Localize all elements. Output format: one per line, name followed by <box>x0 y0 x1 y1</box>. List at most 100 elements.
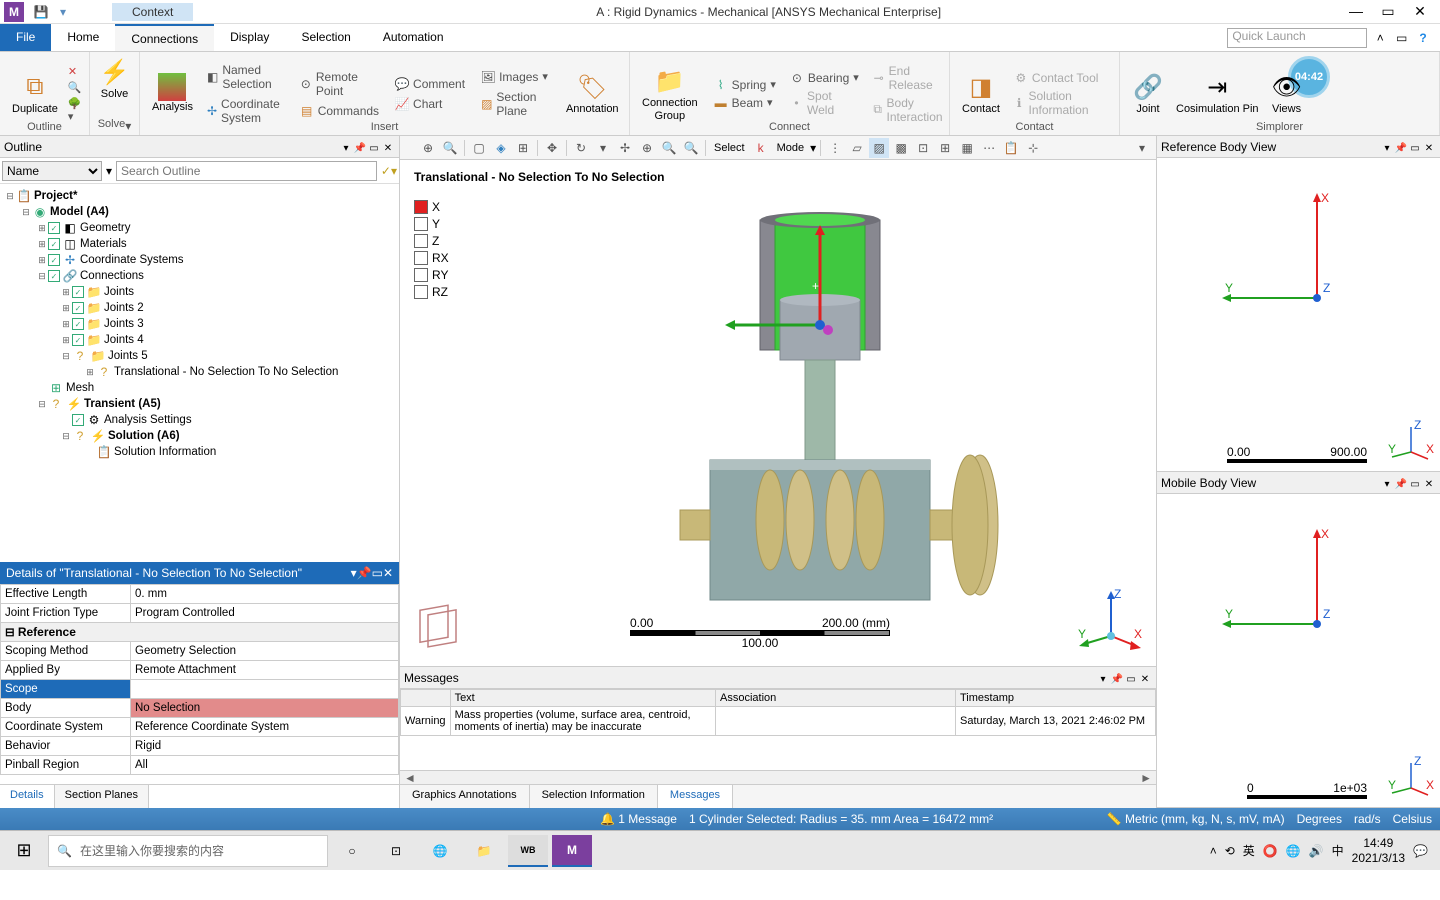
taskbar-search[interactable]: 🔍在这里输入你要搜索的内容 <box>48 835 328 867</box>
select-mode-icon[interactable]: k <box>751 138 771 158</box>
msg-type[interactable]: Warning <box>401 707 451 736</box>
col-association[interactable]: Association <box>716 690 956 707</box>
tab-selection-info[interactable]: Selection Information <box>530 785 658 808</box>
tree-geometry[interactable]: Geometry <box>80 222 131 234</box>
status-units[interactable]: 📏 Metric (mm, kg, N, s, mV, mA) <box>1107 812 1285 826</box>
close-button[interactable]: ✕ <box>1408 3 1432 20</box>
tree-joints3[interactable]: Joints 3 <box>104 318 144 330</box>
tree-materials[interactable]: Materials <box>80 238 127 250</box>
refview-restore-icon[interactable]: ▭ <box>1408 143 1422 154</box>
refview-triad[interactable]: Z Y X <box>1386 417 1436 467</box>
chart-button[interactable]: 📈Chart <box>391 96 469 112</box>
tab-graphics-annotations[interactable]: Graphics Annotations <box>400 785 530 808</box>
more-icon[interactable]: ⋯ <box>979 138 999 158</box>
ribbon-options-icon[interactable]: ▭ <box>1393 31 1411 45</box>
bearing-button[interactable]: ⊙Bearing▾ <box>786 70 863 86</box>
pan-icon[interactable]: ✥ <box>542 138 562 158</box>
check-icon[interactable]: ✓ <box>72 414 84 426</box>
details-panel[interactable]: Effective Length0. mm Joint Friction Typ… <box>0 584 399 784</box>
quick-launch-input[interactable]: Quick Launch <box>1227 28 1367 48</box>
tab-connections[interactable]: Connections <box>115 24 214 51</box>
tree-analysis-settings[interactable]: Analysis Settings <box>104 414 192 426</box>
save-icon[interactable]: 💾 <box>32 3 50 21</box>
iso-icon[interactable]: ◈ <box>491 138 511 158</box>
node-icon[interactable]: ⊡ <box>913 138 933 158</box>
col-text[interactable]: Text <box>450 690 715 707</box>
element-icon[interactable]: ⊞ <box>935 138 955 158</box>
spring-button[interactable]: ⌇Spring▾ <box>710 77 780 93</box>
prop-pinball-value[interactable]: All <box>131 756 399 775</box>
taskbar-clock[interactable]: 14:492021/3/13 <box>1352 836 1405 865</box>
check-icon[interactable]: ✓ <box>72 302 84 314</box>
restore-button[interactable]: ▭ <box>1376 3 1400 20</box>
prop-scoping-method-value[interactable]: Geometry Selection <box>131 642 399 661</box>
messages-dropdown-icon[interactable]: ▾ <box>1096 674 1110 685</box>
tree-joints2[interactable]: Joints 2 <box>104 302 144 314</box>
filter-dropdown-icon[interactable]: ▾ <box>106 164 112 178</box>
mobile-body-view[interactable]: X Y Z 01e+03 Z Y X <box>1157 494 1440 808</box>
mobview-restore-icon[interactable]: ▭ <box>1408 479 1422 490</box>
remote-point-button[interactable]: ⊙Remote Point <box>296 69 383 99</box>
messages-close-icon[interactable]: ✕ <box>1138 674 1152 685</box>
tree-model[interactable]: Model (A4) <box>50 206 109 218</box>
cortana-icon[interactable]: ○ <box>332 835 372 867</box>
model-view[interactable]: + <box>580 180 1156 666</box>
search-options-icon[interactable]: ✓▾ <box>381 164 397 178</box>
tab-messages[interactable]: Messages <box>658 785 733 808</box>
status-degrees[interactable]: Degrees <box>1297 812 1342 826</box>
tree-project[interactable]: Project* <box>34 190 77 202</box>
prop-scope[interactable]: Scope <box>1 680 131 699</box>
prop-effective-length-value[interactable]: 0. mm <box>131 585 399 604</box>
contact-tool-button[interactable]: ⚙Contact Tool <box>1010 70 1113 86</box>
images-button[interactable]: 🖼Images▾ <box>477 69 552 85</box>
find-button[interactable]: 🔍 <box>64 80 86 95</box>
outline-dropdown-icon[interactable]: ▾ <box>339 143 353 154</box>
explorer-icon[interactable]: 📁 <box>464 835 504 867</box>
tab-automation[interactable]: Automation <box>367 24 460 51</box>
outline-tree[interactable]: ⊟📋Project* ⊟◉Model (A4) ⊞✓◧Geometry ⊞✓◫M… <box>0 184 399 562</box>
qat-dropdown-icon[interactable]: ▾ <box>54 3 72 21</box>
outline-close-icon[interactable]: ✕ <box>381 143 395 154</box>
edge-icon[interactable]: ▱ <box>847 138 867 158</box>
mobview-pin-icon[interactable]: 📌 <box>1394 479 1408 490</box>
prop-section-reference[interactable]: ⊟ Reference <box>1 623 399 642</box>
refview-close-icon[interactable]: ✕ <box>1422 143 1436 154</box>
zoom-in-icon[interactable]: 🔍 <box>659 138 679 158</box>
refview-dropdown-icon[interactable]: ▾ <box>1380 143 1394 154</box>
help-icon[interactable]: ? <box>1414 31 1432 45</box>
rotate-options-icon[interactable]: ▾ <box>593 138 613 158</box>
named-selection-button[interactable]: ◧Named Selection <box>203 62 288 92</box>
box-select-icon[interactable]: ▢ <box>469 138 489 158</box>
comment-button[interactable]: 💬Comment <box>391 76 469 92</box>
section-plane-button[interactable]: ▨Section Plane <box>477 89 552 119</box>
outline-filter-select[interactable]: Name <box>2 161 102 181</box>
prop-behavior-value[interactable]: Rigid <box>131 737 399 756</box>
tree-joints5[interactable]: Joints 5 <box>108 350 148 362</box>
extend-icon[interactable]: ⊹ <box>1023 138 1043 158</box>
tray-ime-icon[interactable]: 英 <box>1243 842 1255 859</box>
solve-button[interactable]: ⚡ Solve <box>96 54 133 102</box>
tree-translational[interactable]: Translational - No Selection To No Selec… <box>114 366 338 378</box>
solution-info-button[interactable]: ℹSolution Information <box>1010 88 1113 118</box>
prop-effective-length[interactable]: Effective Length <box>1 585 131 604</box>
msg-ts[interactable]: Saturday, March 13, 2021 2:46:02 PM <box>956 707 1156 736</box>
check-icon[interactable]: ✓ <box>48 222 60 234</box>
msg-text[interactable]: Mass properties (volume, surface area, c… <box>450 707 715 736</box>
tab-selection[interactable]: Selection <box>285 24 366 51</box>
details-close-icon[interactable]: ✕ <box>383 566 393 580</box>
prop-applied-by[interactable]: Applied By <box>1 661 131 680</box>
outline-restore-icon[interactable]: ▭ <box>367 143 381 154</box>
status-messages[interactable]: 🔔 1 Message <box>600 812 677 826</box>
end-release-button[interactable]: ⊸End Release <box>869 63 951 93</box>
tab-home[interactable]: Home <box>51 24 115 51</box>
minimize-button[interactable]: — <box>1344 3 1368 20</box>
mechanical-icon[interactable]: M <box>552 835 592 867</box>
body-icon[interactable]: ▩ <box>891 138 911 158</box>
tab-section-planes[interactable]: Section Planes <box>55 785 149 808</box>
tree-mesh[interactable]: Mesh <box>66 382 94 394</box>
zoom-icon[interactable]: 🔍 <box>440 138 460 158</box>
prop-body[interactable]: Body <box>1 699 131 718</box>
zoom-out-icon[interactable]: 🔍 <box>681 138 701 158</box>
tree-button[interactable]: 🌳▾ <box>64 96 86 124</box>
workbench-icon[interactable]: WB <box>508 835 548 867</box>
